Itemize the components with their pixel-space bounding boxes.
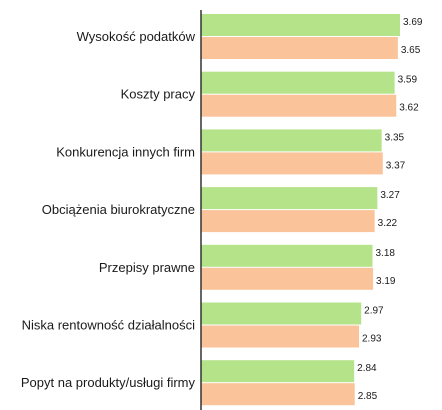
- category-label-2: Koszty pracy: [121, 87, 196, 102]
- data-label-series1-1: 3.69: [403, 17, 423, 28]
- bar-series1-1: [201, 14, 400, 36]
- data-label-series1-2: 3.59: [398, 75, 418, 86]
- data-label-series2-6: 2.93: [362, 334, 382, 345]
- category-label-1: Wysokość podatków: [77, 29, 196, 44]
- data-label-series1-4: 3.27: [380, 190, 400, 201]
- bar-series2-7: [201, 383, 355, 406]
- data-label-series1-3: 3.35: [385, 132, 405, 143]
- bars-group: [201, 14, 400, 406]
- category-label-3: Konkurencja innych firm: [56, 144, 195, 159]
- bar-series1-6: [201, 302, 362, 325]
- bar-series2-6: [201, 325, 360, 348]
- bar-series2-1: [201, 37, 398, 59]
- bar-series2-3: [201, 152, 383, 175]
- category-label-4: Obciążenia biurokratyczne: [42, 202, 195, 217]
- data-label-series1-7: 2.84: [357, 363, 377, 374]
- bar-series1-2: [201, 71, 395, 94]
- bar-series1-3: [201, 129, 382, 152]
- data-label-series2-1: 3.65: [401, 45, 421, 56]
- data-label-series2-2: 3.62: [399, 103, 419, 114]
- category-label-5: Przepisy prawne: [99, 260, 195, 275]
- data-label-series1-5: 3.18: [375, 248, 395, 259]
- bar-series1-4: [201, 187, 378, 210]
- bar-series1-5: [201, 244, 373, 267]
- data-label-series2-7: 2.85: [358, 391, 378, 402]
- category-label-7: Popyt na produkty/usługi firmy: [21, 375, 196, 390]
- data-label-series2-4: 3.22: [378, 218, 398, 229]
- data-label-series1-6: 2.97: [364, 306, 384, 317]
- bar-series2-2: [201, 94, 397, 117]
- value-labels-group: 3.69 3.65 3.59 3.62 3.35 3.37 3.27 3.22 3.18 3.19…: [357, 17, 423, 402]
- data-label-series2-5: 3.19: [376, 276, 396, 287]
- bar-series2-5: [201, 267, 374, 290]
- bar-series2-4: [201, 210, 375, 233]
- category-label-6: Niska rentowność działalności: [22, 318, 196, 333]
- bar-series1-7: [201, 360, 355, 383]
- data-label-series2-3: 3.37: [386, 160, 406, 171]
- category-labels-group: Wysokość podatków Koszty pracy Konkurencja…: [21, 29, 196, 390]
